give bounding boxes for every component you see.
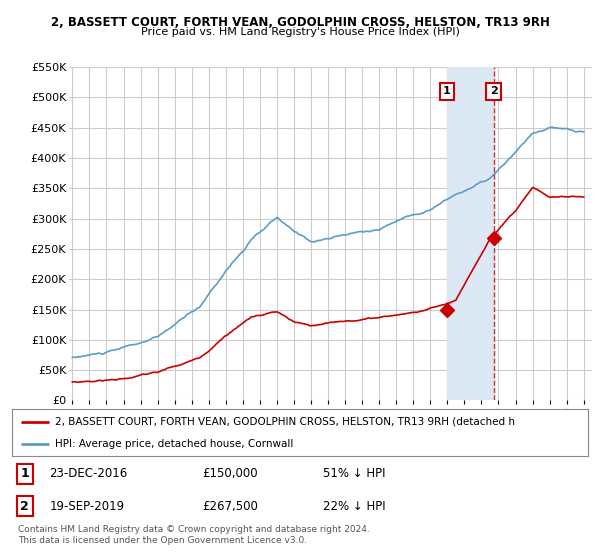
Text: £150,000: £150,000: [202, 468, 258, 480]
Text: 2, BASSETT COURT, FORTH VEAN, GODOLPHIN CROSS, HELSTON, TR13 9RH: 2, BASSETT COURT, FORTH VEAN, GODOLPHIN …: [50, 16, 550, 29]
Text: HPI: Average price, detached house, Cornwall: HPI: Average price, detached house, Corn…: [55, 438, 293, 449]
Text: 51% ↓ HPI: 51% ↓ HPI: [323, 468, 386, 480]
Text: 1: 1: [443, 86, 451, 96]
Text: 23-DEC-2016: 23-DEC-2016: [49, 468, 128, 480]
Text: 2: 2: [490, 86, 497, 96]
Text: Price paid vs. HM Land Registry's House Price Index (HPI): Price paid vs. HM Land Registry's House …: [140, 27, 460, 37]
Text: Contains HM Land Registry data © Crown copyright and database right 2024.
This d: Contains HM Land Registry data © Crown c…: [18, 525, 370, 545]
Text: 22% ↓ HPI: 22% ↓ HPI: [323, 500, 386, 512]
Text: 2, BASSETT COURT, FORTH VEAN, GODOLPHIN CROSS, HELSTON, TR13 9RH (detached h: 2, BASSETT COURT, FORTH VEAN, GODOLPHIN …: [55, 417, 515, 427]
Text: 1: 1: [20, 468, 29, 480]
Bar: [447, 67, 494, 400]
Text: 2: 2: [20, 500, 29, 512]
Text: £267,500: £267,500: [202, 500, 258, 512]
Text: 19-SEP-2019: 19-SEP-2019: [49, 500, 125, 512]
